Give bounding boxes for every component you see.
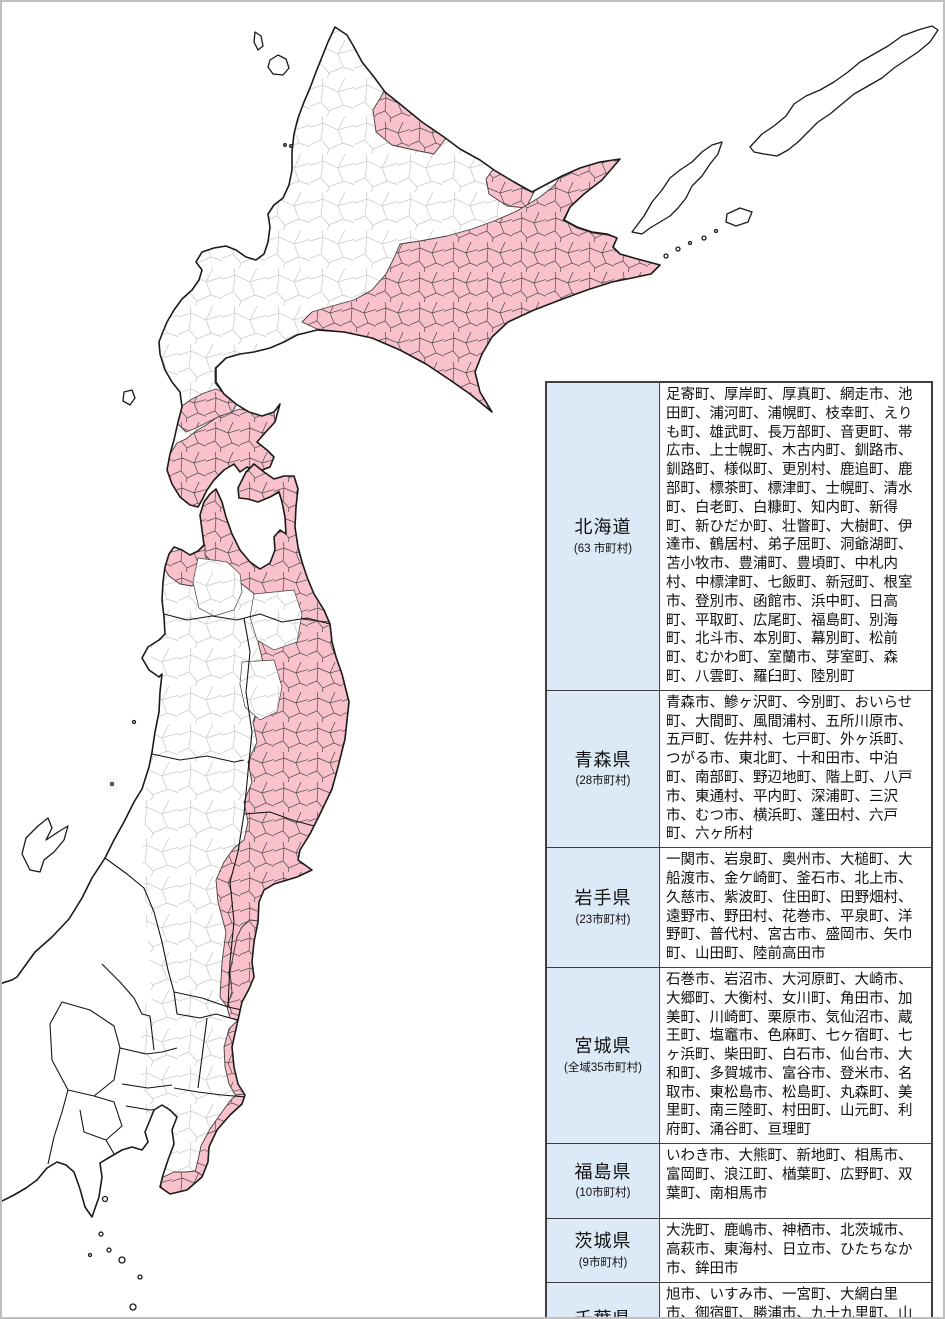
- municipality-list: 一関市、岩泉町、奥州市、大槌町、大船渡市、金ケ崎町、釜石市、北上市、久慈市、紫波…: [666, 852, 913, 963]
- prefecture-name: 茨城県: [574, 1231, 632, 1252]
- table-row: 千葉県 (14市町村) 旭市、いすみ市、一宮町、大網白里市、御宿町、勝浦市、九十…: [547, 1283, 931, 1319]
- table-row: 福島県 (10市町村) いわき市、大熊町、新地町、相馬市、富岡町、浪江町、楢葉町…: [547, 1144, 931, 1220]
- honshu-landmass: [2, 463, 350, 1218]
- table-row: 茨城県 (9市町村) 大洗町、鹿嶋市、神栖市、北茨城市、高萩市、東海村、日立市、…: [547, 1219, 931, 1284]
- municipality-list: 大洗町、鹿嶋市、神栖市、北茨城市、高萩市、東海村、日立市、ひたちなか市、鉾田市: [666, 1223, 913, 1277]
- prefecture-header-cell: 茨城県 (9市町村): [547, 1219, 660, 1283]
- table-row: 宮城県 (全域35市町村) 石巻市、岩沼市、大河原町、大崎市、大郷町、大衡村、女…: [547, 967, 931, 1145]
- prefecture-name: 青森県: [574, 749, 632, 770]
- municipality-count: (9市町村): [578, 1256, 628, 1269]
- prefecture-header-cell: 北海道 (63 市町村): [547, 383, 660, 690]
- municipality-list: 足寄町、厚岸町、厚真町、網走市、池田町、浦河町、浦幌町、枝幸町、えりも町、雄武町…: [666, 387, 913, 685]
- prefecture-header-cell: 岩手県 (23市町村): [547, 848, 660, 967]
- municipality-table: 北海道 (63 市町村) 足寄町、厚岸町、厚真町、網走市、池田町、浦河町、浦幌町…: [545, 381, 933, 1319]
- prefecture-name: 千葉県: [575, 1309, 632, 1317]
- prefecture-header-cell: 千葉県 (14市町村): [547, 1283, 660, 1317]
- municipality-list: いわき市、大熊町、新地町、相馬市、富岡町、浪江町、楢葉町、広野町、双葉町、南相馬…: [666, 1148, 913, 1202]
- offshore-islands: [21, 25, 939, 1311]
- table-row: 北海道 (63 市町村) 足寄町、厚岸町、厚真町、網走市、池田町、浦河町、浦幌町…: [547, 383, 931, 691]
- prefecture-name: 宮城県: [574, 1036, 632, 1057]
- prefecture-boundaries: [47, 613, 331, 1165]
- municipality-list: 旭市、いすみ市、一宮町、大網白里市、御宿町、勝浦市、九十九里町、山武市、白子町、…: [666, 1287, 913, 1319]
- prefecture-name: 福島県: [574, 1161, 632, 1182]
- prefecture-header-cell: 青森県 (28市町村): [547, 690, 660, 848]
- municipality-count: (28市町村): [575, 775, 631, 788]
- municipality-count: (63 市町村): [573, 542, 633, 555]
- table-row: 岩手県 (23市町村) 一関市、岩泉町、奥州市、大槌町、大船渡市、金ケ崎町、釜石…: [547, 848, 931, 968]
- prefecture-header-cell: 福島県 (10市町村): [547, 1144, 660, 1219]
- municipality-count: (23市町村): [575, 913, 631, 926]
- municipality-count: (10市町村): [575, 1187, 631, 1200]
- prefecture-header-cell: 宮城県 (全域35市町村): [547, 967, 660, 1144]
- table-row: 青森県 (28市町村) 青森市、鰺ヶ沢町、今別町、おいらせ町、大間町、風間浦村、…: [547, 690, 931, 849]
- municipality-list: 青森市、鰺ヶ沢町、今別町、おいらせ町、大間町、風間浦村、五所川原市、五戸町、佐井…: [666, 694, 913, 843]
- prefecture-name: 北海道: [574, 517, 632, 538]
- municipality-count: (全域35市町村): [564, 1061, 642, 1074]
- prefecture-name: 岩手県: [574, 888, 632, 909]
- municipality-list: 石巻市、岩沼市、大河原町、大崎市、大郷町、大衡村、女川町、角田市、加美町、川崎町…: [666, 971, 913, 1139]
